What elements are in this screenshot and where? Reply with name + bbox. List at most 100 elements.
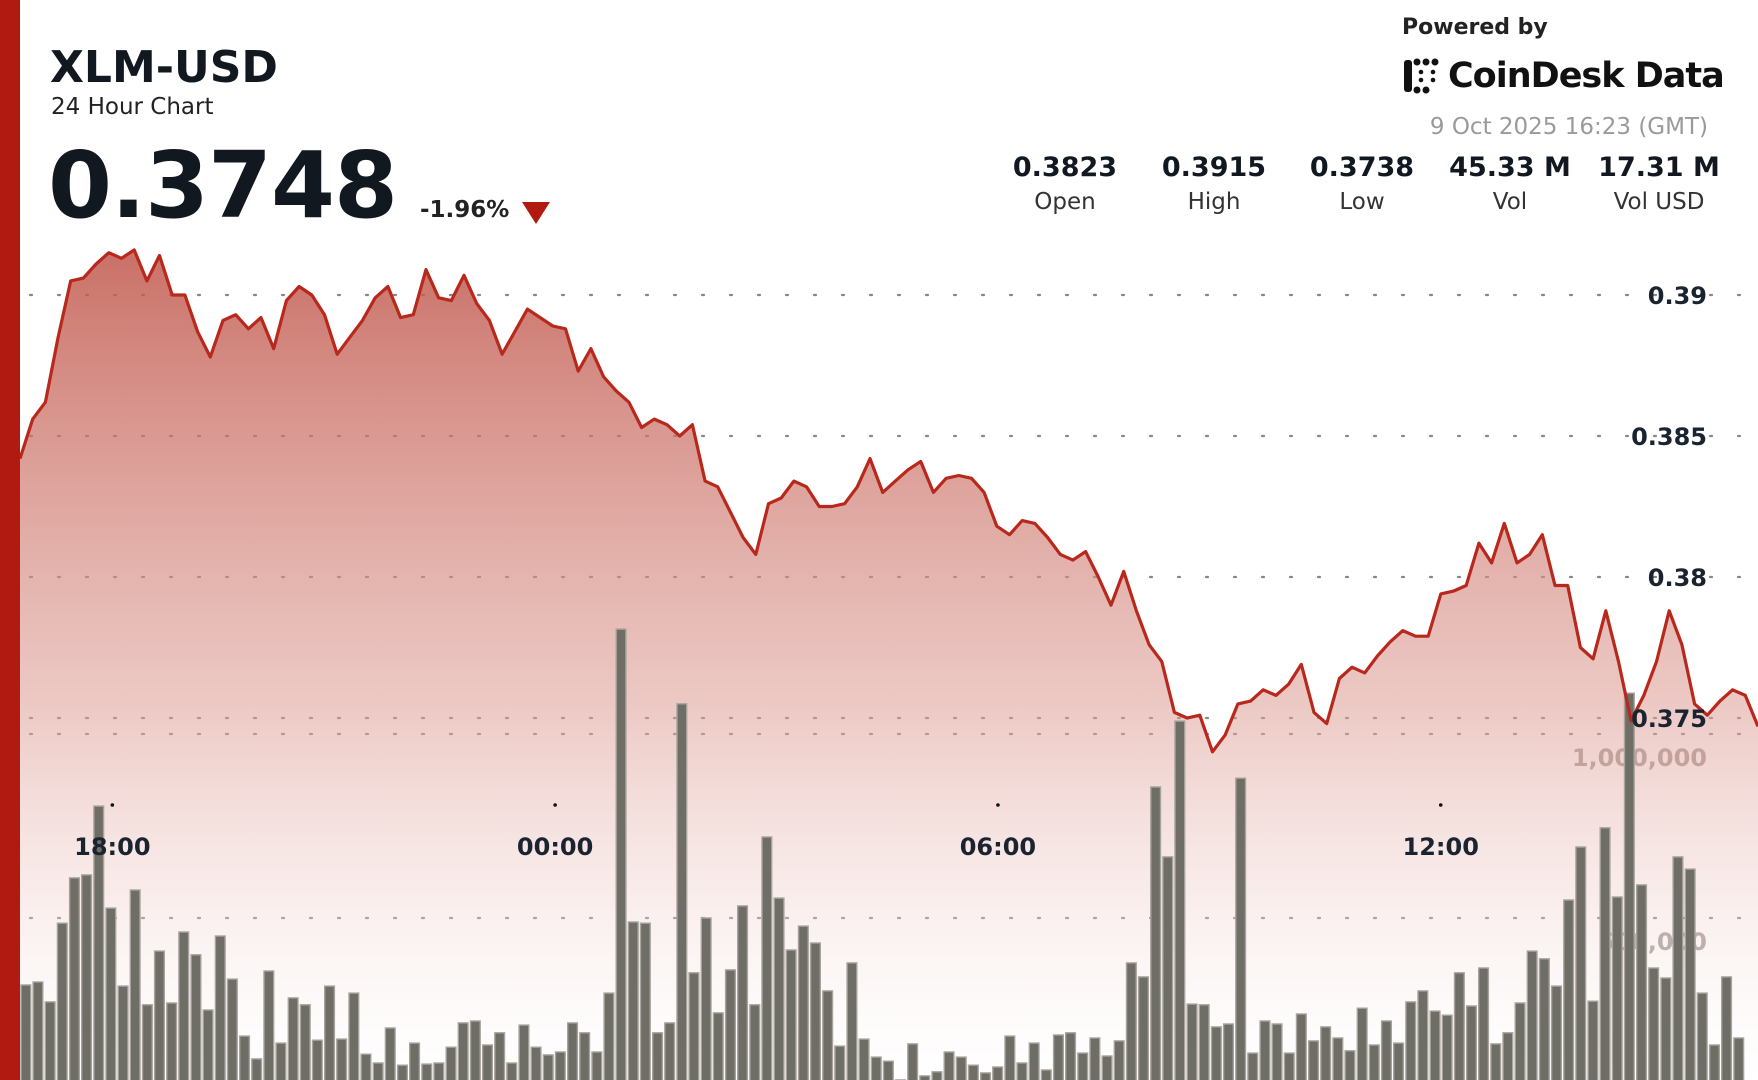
volume-bar — [1477, 967, 1490, 1080]
volume-bar — [1198, 1004, 1210, 1080]
volume-bar — [1526, 950, 1538, 1080]
volume-bar — [348, 992, 360, 1080]
time-tick-mark — [553, 803, 557, 807]
volume-bar — [1052, 1034, 1064, 1080]
volume-bar — [1064, 1032, 1077, 1080]
volume-bar — [226, 978, 238, 1080]
volume-bar — [80, 874, 93, 1080]
volume-bar — [481, 1044, 494, 1080]
volume-bar — [1417, 990, 1429, 1080]
volume-bar — [1380, 1020, 1392, 1080]
stat-label: Open — [1034, 189, 1096, 215]
volume-bar — [20, 984, 32, 1080]
price-tick-label: 0.375 — [1631, 705, 1707, 733]
time-axis-labels: 18:00 00:00 06:00 12:00 — [74, 803, 1479, 861]
volume-bar — [372, 1062, 384, 1080]
volume-bar — [554, 1051, 566, 1080]
volume-bar — [919, 1075, 931, 1080]
volume-bar — [360, 1053, 372, 1080]
volume-bar — [1368, 1044, 1380, 1080]
volume-bar — [834, 1045, 846, 1080]
volume-bar — [506, 1062, 518, 1080]
volume-bar — [1040, 1069, 1052, 1080]
time-tick-label: 00:00 — [517, 833, 593, 861]
volume-bar — [1441, 1014, 1453, 1080]
volume-bar — [336, 1038, 348, 1080]
volume-bar — [1392, 1042, 1405, 1080]
volume-bar — [1113, 1040, 1125, 1080]
volume-bar — [409, 1042, 421, 1080]
volume-bar — [980, 1072, 992, 1080]
volume-bar — [469, 1020, 481, 1080]
stat-label: Vol USD — [1613, 189, 1705, 215]
volume-bar — [251, 1058, 263, 1080]
volume-bar — [1077, 1052, 1089, 1080]
volume-bar — [1708, 1044, 1720, 1080]
volume-bar — [275, 1042, 287, 1080]
price-change: -1.96% — [420, 197, 510, 223]
price-area — [20, 249, 1758, 1080]
volume-bar — [93, 805, 105, 1080]
volume-bar — [1733, 1037, 1745, 1080]
symbol-title: XLM-USD — [50, 42, 278, 93]
volume-bar — [1563, 899, 1575, 1080]
volume-bar — [943, 1051, 955, 1080]
volume-bar — [1684, 868, 1696, 1080]
volume-bar — [1222, 1023, 1234, 1080]
volume-bar — [652, 1032, 664, 1080]
volume-bar — [56, 922, 68, 1080]
time-tick-mark — [1438, 803, 1443, 807]
volume-bar — [737, 905, 749, 1080]
volume-bar — [992, 1066, 1004, 1080]
volume-bar — [1635, 884, 1648, 1080]
volume-bar — [1538, 958, 1550, 1080]
chart-subtitle: 24 Hour Chart — [51, 94, 214, 120]
volume-bar — [287, 997, 299, 1080]
volume-bar — [1405, 1001, 1417, 1080]
volume-bar — [299, 1004, 311, 1080]
volume-bar — [1720, 976, 1733, 1080]
volume-bar — [105, 907, 117, 1080]
volume-bar — [785, 949, 797, 1080]
volume-bar — [457, 1022, 469, 1080]
volume-bar — [311, 1039, 323, 1080]
volume-bar — [542, 1054, 554, 1080]
volume-bar — [384, 1027, 396, 1080]
volume-bar — [955, 1056, 967, 1080]
time-tick-label: 18:00 — [74, 833, 150, 861]
volume-bar — [1344, 1050, 1356, 1080]
volume-bar — [1575, 846, 1587, 1080]
stat-value: 17.31 M — [1598, 152, 1720, 183]
volume-bar — [1259, 1020, 1271, 1080]
volume-bar — [68, 877, 80, 1080]
volume-bar — [664, 1022, 676, 1080]
volume-bar — [858, 1038, 870, 1080]
volume-bar — [214, 935, 226, 1080]
volume-bar — [445, 1046, 457, 1080]
volume-bar — [797, 925, 809, 1080]
volume-bar — [676, 703, 688, 1080]
volume-bar — [396, 1064, 409, 1080]
volume-bar — [591, 1051, 603, 1080]
volume-bar — [141, 1004, 153, 1080]
volume-bar — [1514, 1002, 1526, 1080]
price-tick-label: 0.39 — [1648, 282, 1707, 310]
volume-bar — [1465, 1005, 1477, 1080]
volume-bar — [1137, 976, 1149, 1080]
volume-bar — [627, 921, 639, 1080]
volume-bar — [1599, 827, 1611, 1080]
stat-value: 45.33 M — [1449, 152, 1571, 183]
volume-bar — [44, 1001, 56, 1080]
time-tick-label: 12:00 — [1403, 833, 1479, 861]
volume-bar — [882, 1060, 894, 1080]
volume-bar — [1028, 1042, 1040, 1080]
volume-bar — [1623, 692, 1635, 1080]
volume-bar — [263, 970, 275, 1080]
volume-bar — [1089, 1037, 1101, 1080]
timestamp: 9 Oct 2025 16:23 (GMT) — [1429, 114, 1708, 140]
time-tick-mark — [996, 803, 1000, 807]
volume-bar — [32, 981, 44, 1080]
volume-bar — [567, 1022, 579, 1080]
volume-bar — [202, 1009, 214, 1080]
